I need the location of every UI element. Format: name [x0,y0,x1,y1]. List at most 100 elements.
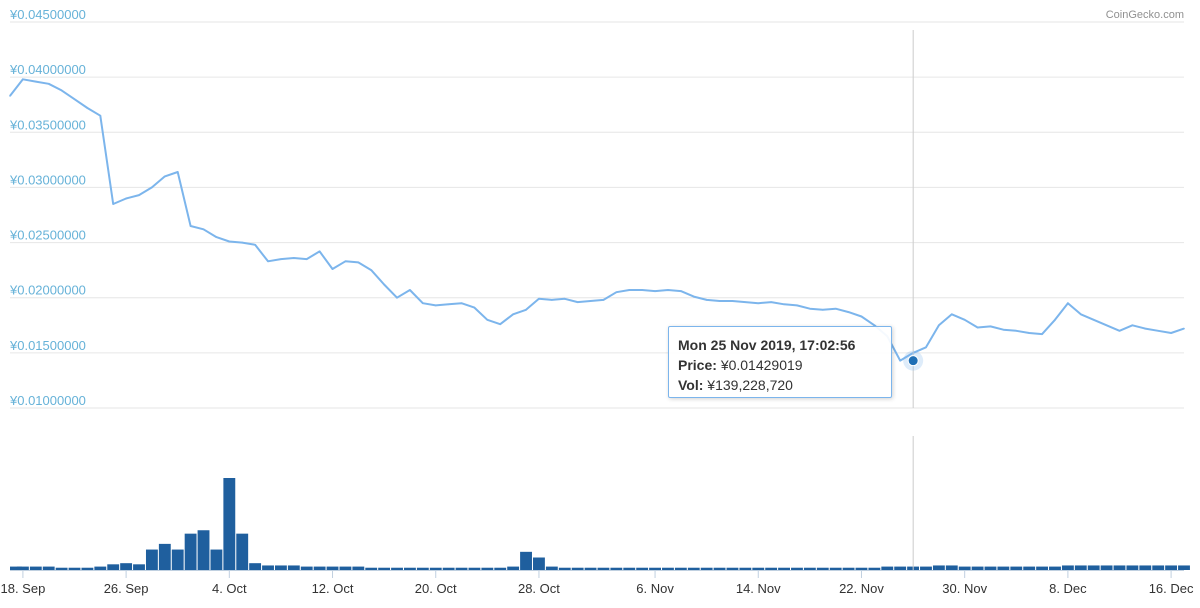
price-point [963,318,966,321]
volume-bar [313,566,326,570]
volume-bar [520,551,532,570]
price-point [112,203,115,205]
volume-bar [1100,565,1113,570]
volume-bar [223,478,236,570]
price-point [383,283,385,286]
volume-bar [262,565,274,570]
volume-bar [158,543,171,570]
price-point [551,299,553,301]
price-point [396,296,398,299]
volume-bar [920,566,932,570]
price-point [718,300,721,302]
volume-bar [16,566,29,570]
price-point [1118,330,1121,332]
volume-bar [55,567,68,570]
price-point [331,268,334,270]
volume-bar [442,567,455,570]
volume-bar [610,567,623,570]
volume-bar [597,567,610,570]
price-point [873,324,876,327]
price-point [499,323,502,325]
price-point [525,309,527,311]
price-point [99,114,102,117]
price-point [1183,327,1185,330]
volume-bar [623,567,636,570]
volume-bar [1178,565,1190,570]
price-point [22,78,24,81]
volume-bar [545,566,558,570]
x-tick-label: 30. Nov [942,581,987,596]
volume-bar [1061,565,1074,570]
price-point [164,175,166,178]
x-tick-label: 12. Oct [312,581,354,596]
volume-bar [171,549,184,570]
volume-bar [1010,566,1023,570]
price-point [357,261,360,264]
price-point [35,80,37,83]
tooltip-vol-row: Vol: ¥139,228,720 [678,375,882,395]
volume-bar [803,567,816,570]
volume-bar [752,567,765,570]
volume-bar [881,566,894,570]
volume-bar [236,533,249,570]
volume-bar [10,566,22,570]
price-point [370,269,373,271]
y-tick-label: ¥0.04000000 [9,62,86,77]
price-point [1041,333,1043,335]
volume-bar [403,567,416,570]
price-point [241,241,244,244]
price-point [305,258,308,260]
volume-bar [68,567,81,570]
volume-bar [533,557,545,570]
price-point [1144,327,1147,330]
price-point [176,171,179,173]
volume-bar [94,566,107,570]
price-point [989,325,992,328]
volume-bar [1049,566,1061,570]
volume-bar [649,567,661,570]
y-tick-label: ¥0.02000000 [9,283,86,298]
volume-bar [1139,565,1152,570]
highlight-marker [907,355,919,367]
y-tick-label: ¥0.03500000 [9,117,86,132]
volume-bar [339,566,352,570]
x-tick-label: 8. Dec [1049,581,1087,596]
price-point [783,303,785,306]
price-point [834,307,837,310]
volume-bar [287,565,300,570]
price-point [447,303,450,306]
price-point [344,260,347,263]
volume-bar [1087,565,1100,570]
price-point [1105,324,1108,327]
price-point [202,228,205,231]
volume-bar [1023,566,1036,570]
price-point [293,257,295,259]
x-tick-label: 18. Sep [0,581,45,596]
price-point [667,289,669,291]
y-tick-label: ¥0.02500000 [9,228,86,243]
price-point [1170,332,1172,334]
price-point [138,194,140,196]
volume-bar [971,566,984,570]
price-series [9,78,1185,362]
volume-bar [842,567,855,570]
price-point [267,260,269,263]
price-point [228,240,231,243]
volume-bar [133,564,145,570]
credit-link[interactable]: CoinGecko.com [1106,9,1184,21]
price-point [1028,332,1030,334]
price-point [796,304,798,307]
price-point [654,290,656,292]
price-point [486,318,489,321]
volume-bar [210,549,223,570]
price-point [938,324,940,327]
price-point [899,359,901,362]
price-point [628,289,631,291]
volume-bar [29,566,42,570]
volume-bar [558,567,571,570]
volume-bar [700,567,713,570]
volume-bar [378,567,391,570]
volume-bar [584,567,597,570]
volume-bar [145,549,158,570]
tooltip-price-row: Price: ¥0.01429019 [678,355,882,375]
